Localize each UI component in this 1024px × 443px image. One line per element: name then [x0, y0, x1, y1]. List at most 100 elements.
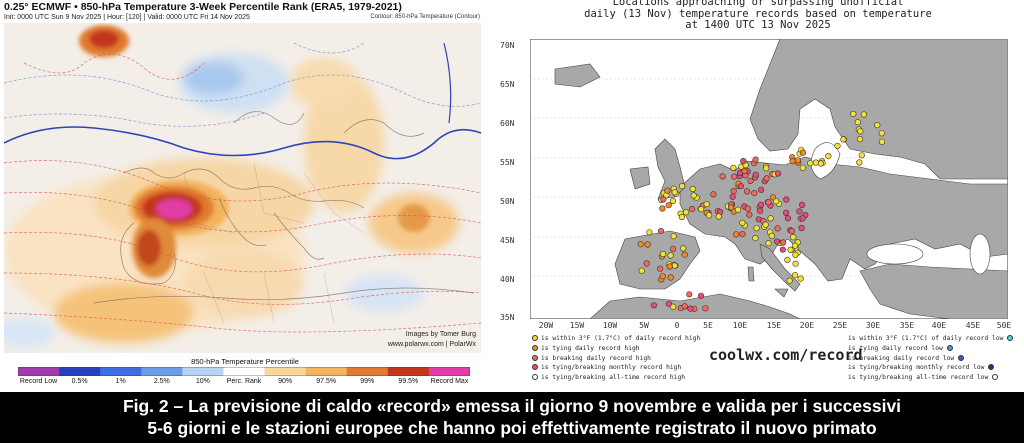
- legend-marker-icon: [946, 344, 953, 351]
- legend-item: is within 3°F (1.7°C) of daily record lo…: [848, 334, 1014, 344]
- station-marker: [784, 256, 791, 263]
- colorbar-segment: [305, 367, 348, 376]
- legend-text: is tying/breaking all-time record low: [848, 374, 989, 382]
- colorbar-label: 99%: [360, 378, 375, 385]
- station-marker: [741, 168, 748, 175]
- colorbar-segment: [141, 367, 183, 376]
- station-marker: [666, 263, 673, 270]
- station-marker: [779, 246, 786, 253]
- station-marker: [774, 170, 782, 177]
- station-marker: [794, 157, 801, 164]
- station-marker: [665, 300, 672, 307]
- station-marker: [670, 233, 677, 240]
- percentile-colorbar: [18, 367, 470, 376]
- station-marker: [797, 275, 804, 282]
- colorbar-segment: [18, 367, 60, 376]
- legend-item: is breaking daily record low: [848, 354, 1013, 364]
- legend-record-lows: is within 3°F (1.7°C) of daily record lo…: [848, 334, 1014, 383]
- legend-item: is tying/breaking all-time record low: [848, 373, 1013, 383]
- station-marker: [667, 274, 674, 281]
- station-marker: [878, 130, 885, 137]
- station-marker: [799, 201, 806, 208]
- station-marker: [733, 231, 740, 238]
- station-marker: [788, 228, 795, 235]
- station-marker: [752, 156, 759, 163]
- legend-text: is tying/breaking monthly record low: [848, 364, 985, 372]
- lon-label-45e: 45E: [965, 321, 981, 330]
- station-marker: [670, 245, 677, 252]
- station-marker: [664, 187, 671, 194]
- station-marker: [790, 234, 797, 241]
- station-marker: [783, 196, 790, 203]
- legend-text: is tying/breaking monthly record high: [541, 364, 682, 372]
- station-marker: [637, 241, 644, 248]
- station-marker: [791, 272, 799, 279]
- station-markers: [637, 110, 886, 312]
- station-marker: [789, 157, 796, 165]
- station-marker: [659, 250, 667, 258]
- left-map-credit-site: www.polarwx.com | PolarWx: [387, 341, 476, 348]
- legend-item: is within 3°F (1.7°C) of daily record hi…: [532, 334, 700, 344]
- station-marker: [799, 149, 807, 156]
- colorbar-label: 10%: [195, 378, 210, 385]
- lon-label-15e: 15E: [766, 321, 782, 330]
- legend-item: is tying daily record high: [532, 344, 700, 354]
- station-marker: [850, 110, 857, 118]
- station-marker: [697, 292, 705, 299]
- station-marker: [670, 303, 677, 310]
- station-marker: [812, 159, 820, 166]
- station-marker: [744, 205, 751, 212]
- colorbar-label: 2.5%: [153, 378, 170, 385]
- station-marker: [762, 221, 769, 228]
- station-marker: [817, 160, 825, 167]
- record-stations-map: [530, 39, 1008, 319]
- station-marker: [680, 245, 687, 252]
- station-marker: [678, 213, 685, 221]
- station-marker: [768, 232, 775, 239]
- colorbar-label: 0.5%: [71, 378, 88, 385]
- station-marker: [774, 225, 781, 232]
- station-marker: [739, 219, 746, 226]
- lon-label-20e: 20E: [799, 321, 815, 330]
- colorbar-label: 99.5%: [398, 378, 419, 385]
- station-marker: [780, 239, 787, 246]
- station-marker: [834, 142, 841, 149]
- station-marker: [660, 196, 667, 203]
- station-marker: [728, 204, 735, 211]
- legend-text: is tying daily record low: [848, 344, 943, 352]
- station-marker: [878, 138, 886, 145]
- figure-caption: Fig. 2 – La previsione di caldo «record»…: [0, 392, 1024, 443]
- legend-text: is within 3°F (1.7°C) of daily record hi…: [541, 335, 701, 342]
- lon-label-5w: 5W: [639, 321, 649, 330]
- left-map-contour-note: Contour: 850-hPa Temperature (Contour): [370, 14, 480, 20]
- station-marker: [729, 193, 736, 200]
- colorbar-label: Record Low: [19, 378, 58, 385]
- station-marker: [667, 252, 674, 259]
- station-marker: [757, 207, 764, 214]
- lon-label-30e: 30E: [865, 321, 881, 330]
- station-marker: [773, 198, 780, 205]
- right-map-title-line-3: at 1400 UTC 13 Nov 2025: [685, 19, 831, 31]
- station-marker: [858, 152, 865, 159]
- station-marker: [792, 251, 799, 258]
- station-marker: [669, 197, 676, 205]
- station-marker: [665, 202, 672, 209]
- station-marker: [784, 215, 791, 222]
- percentile-rank-map: [4, 23, 481, 353]
- station-marker: [715, 213, 722, 220]
- colorbar-segment: [264, 367, 307, 376]
- caption-line-2: 5-6 giorni e le stazioni europee che han…: [147, 418, 877, 438]
- station-marker: [860, 111, 868, 118]
- station-marker: [706, 212, 713, 219]
- legend-item: is tying/breaking all-time record high: [532, 373, 700, 383]
- station-marker: [646, 229, 653, 236]
- lat-label-40n: 40N: [500, 275, 515, 284]
- station-marker: [687, 305, 694, 312]
- colorbar-segment: [428, 367, 470, 376]
- legend-text: is tying daily record high: [541, 344, 640, 352]
- station-marker: [689, 206, 696, 213]
- lat-label-35n: 35N: [500, 313, 515, 322]
- station-marker: [650, 302, 657, 309]
- legend-marker-icon: [1007, 335, 1014, 341]
- station-marker: [767, 215, 774, 222]
